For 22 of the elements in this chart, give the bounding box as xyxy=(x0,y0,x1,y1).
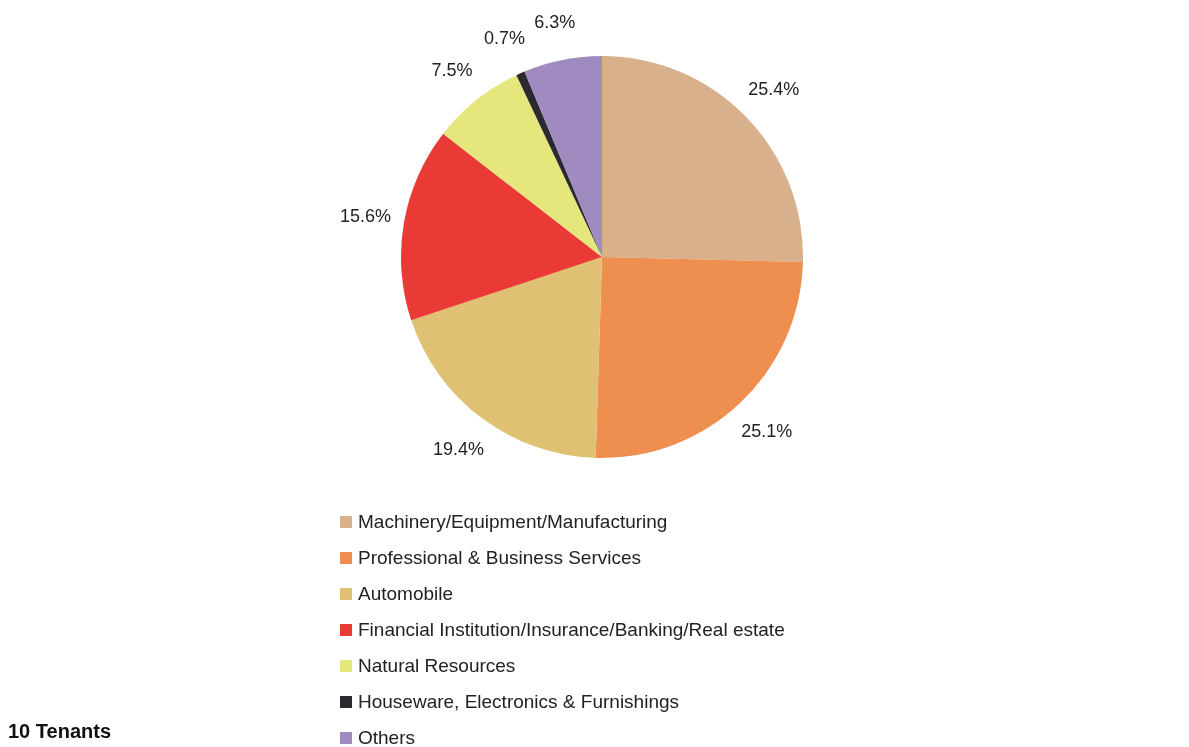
legend-label: Houseware, Electronics & Furnishings xyxy=(358,691,680,713)
legend-label: Automobile xyxy=(358,583,454,605)
pie-slice xyxy=(595,257,803,458)
legend-label: Machinery/Equipment/Manufacturing xyxy=(358,511,668,533)
data-label: 6.3% xyxy=(534,11,576,32)
data-label: 7.5% xyxy=(431,59,473,80)
legend-label: Professional & Business Services xyxy=(358,547,642,569)
text: 10 Tenants xyxy=(8,720,111,743)
pie-slice xyxy=(411,257,602,458)
pie-slice xyxy=(524,56,602,257)
legend-label: Financial Institution/Insurance/Banking/Real estate xyxy=(358,619,785,641)
pie-slice xyxy=(401,133,602,321)
pie-slice xyxy=(602,56,803,263)
legend-label: Others xyxy=(358,727,416,747)
legend-label: Natural Resources xyxy=(358,655,516,677)
pie-slice xyxy=(516,71,602,257)
data-label: 15.6% xyxy=(339,206,391,227)
data-label: 19.4% xyxy=(432,439,485,460)
pie-slice xyxy=(443,75,602,257)
data-label: 0.7% xyxy=(484,27,526,48)
data-label: 25.1% xyxy=(741,421,793,442)
data-label: 25.4% xyxy=(748,79,800,100)
